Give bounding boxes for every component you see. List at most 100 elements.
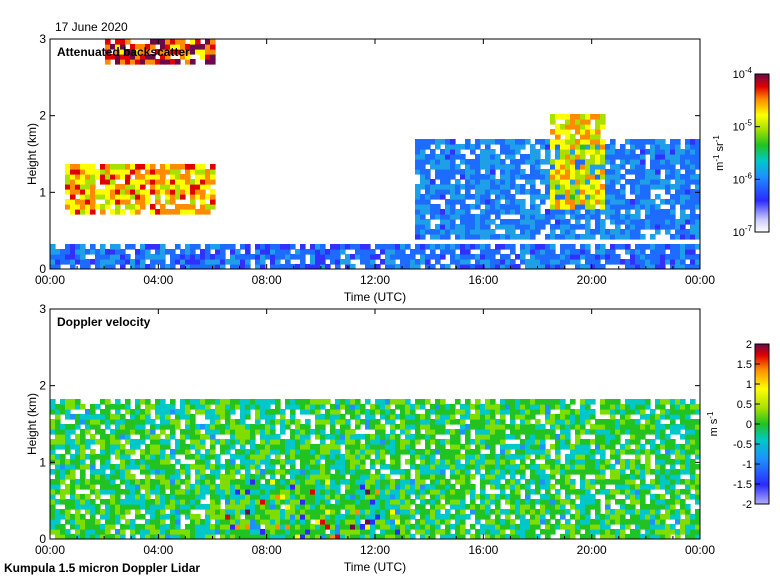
data-cell — [165, 454, 171, 460]
data-cell — [605, 504, 611, 510]
data-cell — [320, 504, 326, 510]
data-cell — [425, 159, 431, 165]
data-cell — [600, 154, 606, 160]
data-cell — [145, 404, 151, 410]
data-cell — [480, 209, 486, 215]
data-cell — [280, 244, 286, 250]
data-cell — [110, 264, 116, 269]
data-cell — [590, 114, 596, 120]
data-cell — [285, 459, 291, 465]
data-cell — [410, 464, 416, 470]
data-cell — [685, 199, 691, 205]
data-cell — [505, 484, 511, 490]
data-cell — [495, 419, 501, 425]
data-cell — [570, 524, 576, 530]
data-cell — [505, 464, 511, 470]
data-cell — [530, 519, 536, 525]
data-cell — [640, 429, 646, 435]
data-cell — [490, 234, 496, 240]
data-cell — [555, 524, 561, 530]
data-cell — [415, 249, 421, 255]
data-cell — [400, 509, 406, 515]
data-cell — [320, 519, 326, 525]
data-cell — [315, 444, 321, 450]
data-cell — [240, 479, 246, 485]
data-cell — [55, 429, 61, 435]
data-cell — [95, 174, 101, 180]
data-cell — [670, 254, 676, 260]
data-cell — [565, 519, 571, 525]
data-cell — [520, 444, 526, 450]
data-cell — [285, 424, 291, 430]
data-cell — [205, 184, 211, 190]
data-cell — [510, 209, 516, 215]
data-cell — [690, 164, 696, 170]
data-cell — [655, 429, 661, 435]
data-cell — [480, 219, 486, 225]
data-cell — [515, 149, 521, 155]
data-cell — [110, 429, 116, 435]
data-cell — [420, 179, 426, 185]
data-cell — [695, 474, 700, 480]
data-cell — [110, 479, 116, 485]
data-cell — [105, 184, 111, 190]
data-cell — [405, 434, 411, 440]
data-cell — [215, 524, 221, 530]
data-cell — [225, 404, 231, 410]
data-cell — [670, 469, 676, 475]
data-cell — [430, 479, 436, 485]
data-cell — [330, 254, 336, 260]
data-cell — [695, 189, 700, 195]
data-cell — [245, 424, 251, 430]
data-cell — [570, 199, 576, 205]
data-cell — [535, 484, 541, 490]
data-cell — [650, 444, 656, 450]
data-cell — [280, 264, 286, 269]
data-cell — [480, 474, 486, 480]
data-cell — [375, 439, 381, 445]
data-cell — [295, 429, 301, 435]
data-cell — [255, 449, 261, 455]
data-cell — [410, 424, 416, 430]
data-cell — [100, 189, 106, 195]
data-cell — [455, 194, 461, 200]
data-cell — [550, 119, 556, 125]
data-cell — [430, 459, 436, 465]
data-cell — [560, 469, 566, 475]
data-cell — [285, 534, 291, 539]
data-cell — [560, 499, 566, 505]
data-cell — [170, 59, 176, 65]
data-cell — [650, 234, 656, 240]
data-cell — [655, 514, 661, 520]
data-cell — [655, 404, 661, 410]
data-cell — [605, 514, 611, 520]
data-cell — [315, 414, 321, 420]
data-cell — [55, 509, 61, 515]
data-cell — [625, 409, 631, 415]
data-cell — [585, 119, 591, 125]
data-cell — [605, 229, 611, 235]
data-cell — [225, 514, 231, 520]
data-cell — [215, 509, 221, 515]
data-cell — [605, 489, 611, 495]
data-cell — [350, 519, 356, 525]
data-cell — [685, 254, 691, 260]
data-cell — [635, 154, 641, 160]
data-cell — [555, 199, 561, 205]
data-cell — [370, 479, 376, 485]
data-cell — [75, 254, 81, 260]
data-cell — [590, 454, 596, 460]
data-cell — [290, 499, 296, 505]
data-cell — [200, 259, 206, 265]
data-cell — [150, 509, 156, 515]
data-cell — [695, 164, 700, 170]
backscatter-title: Attenuated backscatter — [57, 45, 190, 59]
data-cell — [145, 244, 151, 250]
data-cell — [325, 524, 331, 530]
data-cell — [605, 259, 611, 265]
data-cell — [355, 254, 361, 260]
data-cell — [630, 189, 636, 195]
data-cell — [390, 459, 396, 465]
data-cell — [265, 504, 271, 510]
data-cell — [405, 489, 411, 495]
